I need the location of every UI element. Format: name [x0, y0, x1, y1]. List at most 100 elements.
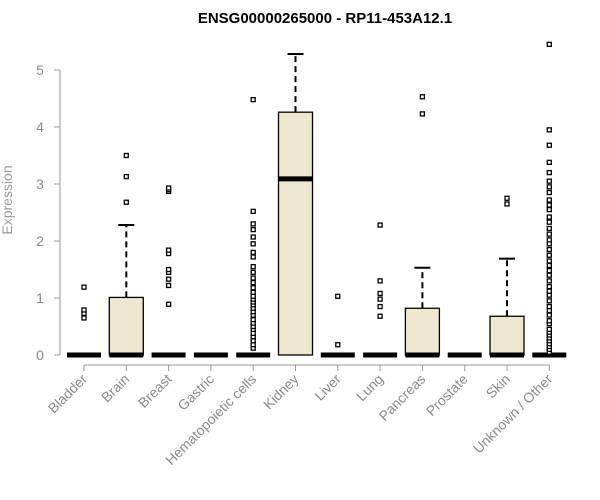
y-tick-label: 4 [36, 119, 44, 135]
outlier-point [250, 241, 256, 247]
outlier-point [123, 152, 129, 159]
outlier-point [377, 278, 383, 284]
outlier-point [546, 159, 552, 165]
outlier-point [165, 266, 172, 273]
outlier-point [546, 252, 552, 258]
outlier-point [250, 249, 256, 256]
x-tick-label: Bladder [45, 371, 91, 417]
outlier-point [546, 288, 552, 294]
outlier-point [546, 225, 552, 232]
outlier-point [123, 199, 129, 205]
outlier-point [546, 231, 552, 237]
outlier-point [546, 142, 552, 148]
box-group [277, 53, 314, 356]
outlier-point [546, 267, 552, 274]
y-axis-label: Expression [0, 165, 15, 234]
outlier-point [419, 94, 426, 100]
outlier-point [377, 296, 383, 302]
outlier-point [419, 111, 426, 117]
outlier-point [123, 173, 129, 180]
outlier-point [250, 275, 256, 281]
box-group [67, 284, 101, 358]
x-tick-label: Pancreas [375, 371, 428, 424]
outlier-point [546, 178, 552, 184]
x-tick-label: Unknown / Other [470, 371, 556, 457]
box-body [108, 296, 144, 356]
outlier-point [546, 214, 552, 220]
x-tick-label: Breast [135, 371, 175, 411]
box-group [320, 293, 355, 358]
x-tick-label: Prostate [423, 371, 471, 419]
outlier-point [546, 298, 552, 304]
chart-title: ENSG00000265000 - RP11-453A12.1 [198, 10, 452, 27]
outlier-point [546, 202, 552, 208]
outlier-point [165, 282, 172, 289]
box-body [277, 111, 314, 356]
outlier-point [250, 221, 256, 227]
outlier-point [546, 258, 552, 264]
x-tick-label: Lung [353, 371, 386, 404]
outlier-point [546, 41, 552, 47]
x-tick-label: Kidney [260, 371, 302, 413]
box-group [236, 96, 271, 358]
outlier-point [250, 279, 256, 286]
outlier-point [546, 303, 552, 310]
outlier-point [546, 312, 552, 318]
outlier-point [250, 269, 256, 276]
y-tick-label: 0 [36, 347, 44, 363]
y-tick-label: 5 [36, 62, 44, 78]
y-tick-label: 2 [36, 233, 44, 249]
outlier-point [546, 318, 552, 324]
outlier-point [250, 226, 256, 233]
outlier-point [81, 315, 87, 321]
x-tick-label: Brain [98, 371, 132, 405]
outlier-point [335, 293, 341, 299]
outlier-point [250, 289, 256, 295]
outlier-point [335, 342, 341, 348]
outlier-point [546, 189, 552, 196]
outlier-point [165, 185, 172, 191]
box-group [489, 195, 525, 358]
outlier-point [377, 313, 383, 319]
box-group [532, 41, 567, 358]
outlier-point [546, 278, 552, 284]
box-group [108, 152, 144, 358]
plot-area [67, 41, 567, 358]
outlier-point [377, 303, 383, 310]
y-tick-label: 3 [36, 176, 44, 192]
y-tick-label: 1 [36, 290, 44, 306]
outlier-point [546, 246, 552, 253]
box-group [151, 185, 186, 358]
outlier-point [377, 222, 383, 228]
outlier-point [165, 276, 172, 282]
outlier-point [250, 96, 256, 103]
outlier-point [250, 208, 256, 215]
outlier-point [546, 326, 552, 333]
box-body [489, 315, 525, 356]
outlier-point [546, 262, 552, 269]
box-body [404, 307, 441, 356]
outlier-point [81, 307, 87, 313]
outlier-point [504, 195, 510, 201]
outlier-point [546, 219, 552, 225]
outlier-point [546, 184, 552, 190]
outlier-point [546, 127, 552, 133]
outlier-point [504, 201, 510, 207]
outlier-point [546, 272, 552, 278]
x-tick-label: Skin [483, 371, 514, 402]
x-tick-label: Liver [311, 371, 344, 404]
outlier-point [546, 283, 552, 290]
outlier-point [546, 169, 552, 176]
box-group [404, 94, 441, 358]
outlier-point [250, 254, 256, 260]
outlier-point [250, 263, 256, 270]
outlier-point [250, 234, 256, 240]
outlier-point [165, 247, 172, 253]
outlier-point [546, 237, 552, 243]
outlier-point [546, 197, 552, 203]
y-axis: 0 1 2 3 4 5 [36, 62, 61, 363]
outlier-point [81, 284, 87, 290]
outlier-point [546, 206, 552, 213]
